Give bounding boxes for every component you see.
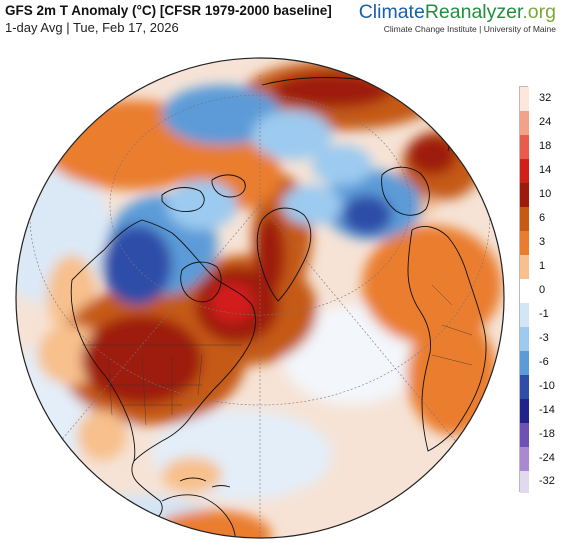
legend-label: 24 (539, 116, 552, 128)
legend-swatch (520, 111, 529, 135)
legend-swatch (520, 279, 529, 303)
legend-label: 32 (539, 92, 552, 104)
legend-label: 3 (539, 236, 546, 248)
legend-swatch (520, 447, 529, 471)
legend-swatch (520, 231, 529, 255)
legend-swatch (520, 375, 529, 399)
legend-label: -18 (539, 428, 555, 440)
legend-label: 6 (539, 212, 546, 224)
legend-swatch (520, 423, 529, 447)
brand-logo-reanalyzer: Reanalyzer (424, 1, 523, 23)
brand-tagline: Climate Change Institute | University of… (383, 24, 556, 34)
legend-swatch (520, 135, 529, 159)
color-legend: 32 24 18 14 10 6 3 1 0 -1 -3 -6 -10 -14 … (519, 86, 559, 493)
legend-swatch (520, 255, 529, 279)
brand-block[interactable]: ClimateReanalyzer.org Climate Change Ins… (359, 1, 556, 34)
legend-label: 18 (539, 140, 552, 152)
legend-swatch (520, 303, 529, 327)
legend-label: -3 (539, 332, 549, 344)
legend-label: 1 (539, 260, 546, 272)
brand-logo-org: .org (522, 1, 556, 23)
title-block: GFS 2m T Anomaly (°C) [CFSR 1979-2000 ba… (5, 3, 332, 35)
legend-bar (519, 86, 529, 493)
legend-swatch (520, 87, 529, 111)
legend-swatch (520, 159, 529, 183)
legend-swatch (520, 327, 529, 351)
legend-swatch (520, 207, 529, 231)
legend-label: -32 (539, 475, 555, 487)
map-title: GFS 2m T Anomaly (°C) [CFSR 1979-2000 ba… (5, 3, 332, 18)
legend-label: -6 (539, 356, 549, 368)
globe-map (15, 57, 505, 539)
legend-label: -14 (539, 404, 555, 416)
map-subtitle: 1-day Avg | Tue, Feb 17, 2026 (5, 20, 179, 35)
legend-swatch (520, 471, 529, 493)
legend-swatch (520, 399, 529, 423)
brand-logo-climate: Climate (358, 1, 425, 23)
legend-label: 14 (539, 164, 552, 176)
legend-label: -24 (539, 452, 555, 464)
brand-logo[interactable]: ClimateReanalyzer.org (359, 1, 556, 23)
legend-label: -1 (539, 308, 549, 320)
legend-label: -10 (539, 380, 555, 392)
globe-outline (15, 57, 505, 539)
legend-label: 10 (539, 188, 552, 200)
legend-label: 0 (539, 284, 546, 296)
legend-swatch (520, 351, 529, 375)
legend-swatch (520, 183, 529, 207)
borders (82, 284, 473, 426)
